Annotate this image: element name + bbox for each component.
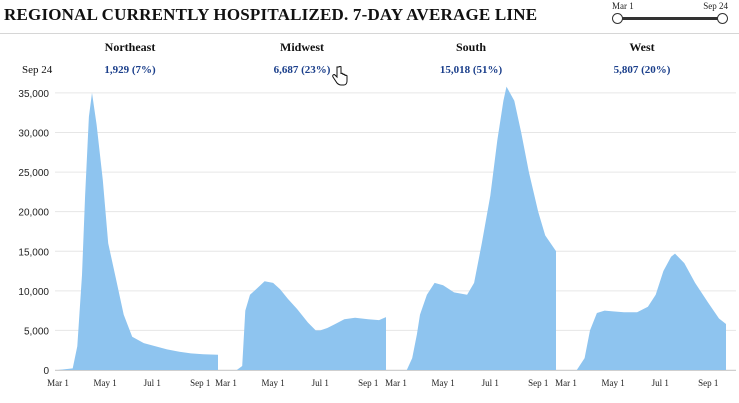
x-tick-label: Sep 1: [190, 378, 210, 388]
area-west: [566, 253, 726, 370]
selected-date-label: Sep 24: [22, 64, 53, 76]
region-value-west: 5,807 (20%): [613, 64, 671, 76]
area-northeast: [58, 92, 218, 371]
slider-start-handle[interactable]: [612, 13, 623, 24]
region-name-west: West: [629, 40, 655, 54]
x-tick-label: May 1: [432, 378, 455, 388]
header-divider: [0, 33, 739, 34]
x-tick-label: Sep 1: [698, 378, 718, 388]
area-south: [396, 86, 556, 370]
region-name-midwest: Midwest: [280, 40, 324, 54]
x-tick-label: Mar 1: [47, 378, 69, 388]
x-tick-label: Jul 1: [144, 378, 161, 388]
y-tick-label: 0: [43, 366, 49, 377]
chart-title: REGIONAL CURRENTLY HOSPITALIZED. 7-DAY A…: [4, 5, 538, 24]
x-tick-label: Jul 1: [482, 378, 499, 388]
x-tick-label: Mar 1: [215, 378, 237, 388]
slider-end-handle[interactable]: [717, 13, 728, 24]
slider-end-label: Sep 24: [703, 1, 728, 11]
y-tick-label: 30,000: [18, 129, 49, 140]
area-midwest: [226, 281, 386, 370]
hand-pointer-icon: [332, 66, 348, 86]
region-name-south: South: [455, 40, 487, 54]
region-value-south: 15,018 (51%): [439, 64, 503, 76]
region-value-northeast: 1,929 (7%): [104, 64, 156, 76]
slider-start-label: Mar 1: [612, 1, 634, 11]
region-value-midwest: 6,687 (23%): [273, 64, 331, 76]
x-tick-label: Sep 1: [528, 378, 548, 388]
y-tick-label: 5,000: [24, 326, 49, 337]
date-range-slider[interactable]: Mar 1 Sep 24: [608, 0, 732, 30]
x-tick-label: Jul 1: [312, 378, 329, 388]
y-tick-label: 35,000: [18, 89, 49, 100]
x-tick-label: Sep 1: [358, 378, 378, 388]
x-tick-label: Mar 1: [555, 378, 577, 388]
x-tick-label: May 1: [602, 378, 625, 388]
x-tick-label: May 1: [262, 378, 285, 388]
y-tick-label: 15,000: [18, 247, 49, 258]
x-tick-label: Mar 1: [385, 378, 407, 388]
region-name-northeast: Northeast: [104, 40, 156, 54]
y-tick-label: 25,000: [18, 168, 49, 179]
slider-track[interactable]: [616, 17, 720, 20]
x-tick-label: May 1: [94, 378, 117, 388]
y-tick-label: 10,000: [18, 287, 49, 298]
y-tick-label: 20,000: [18, 208, 49, 219]
x-tick-label: Jul 1: [652, 378, 669, 388]
